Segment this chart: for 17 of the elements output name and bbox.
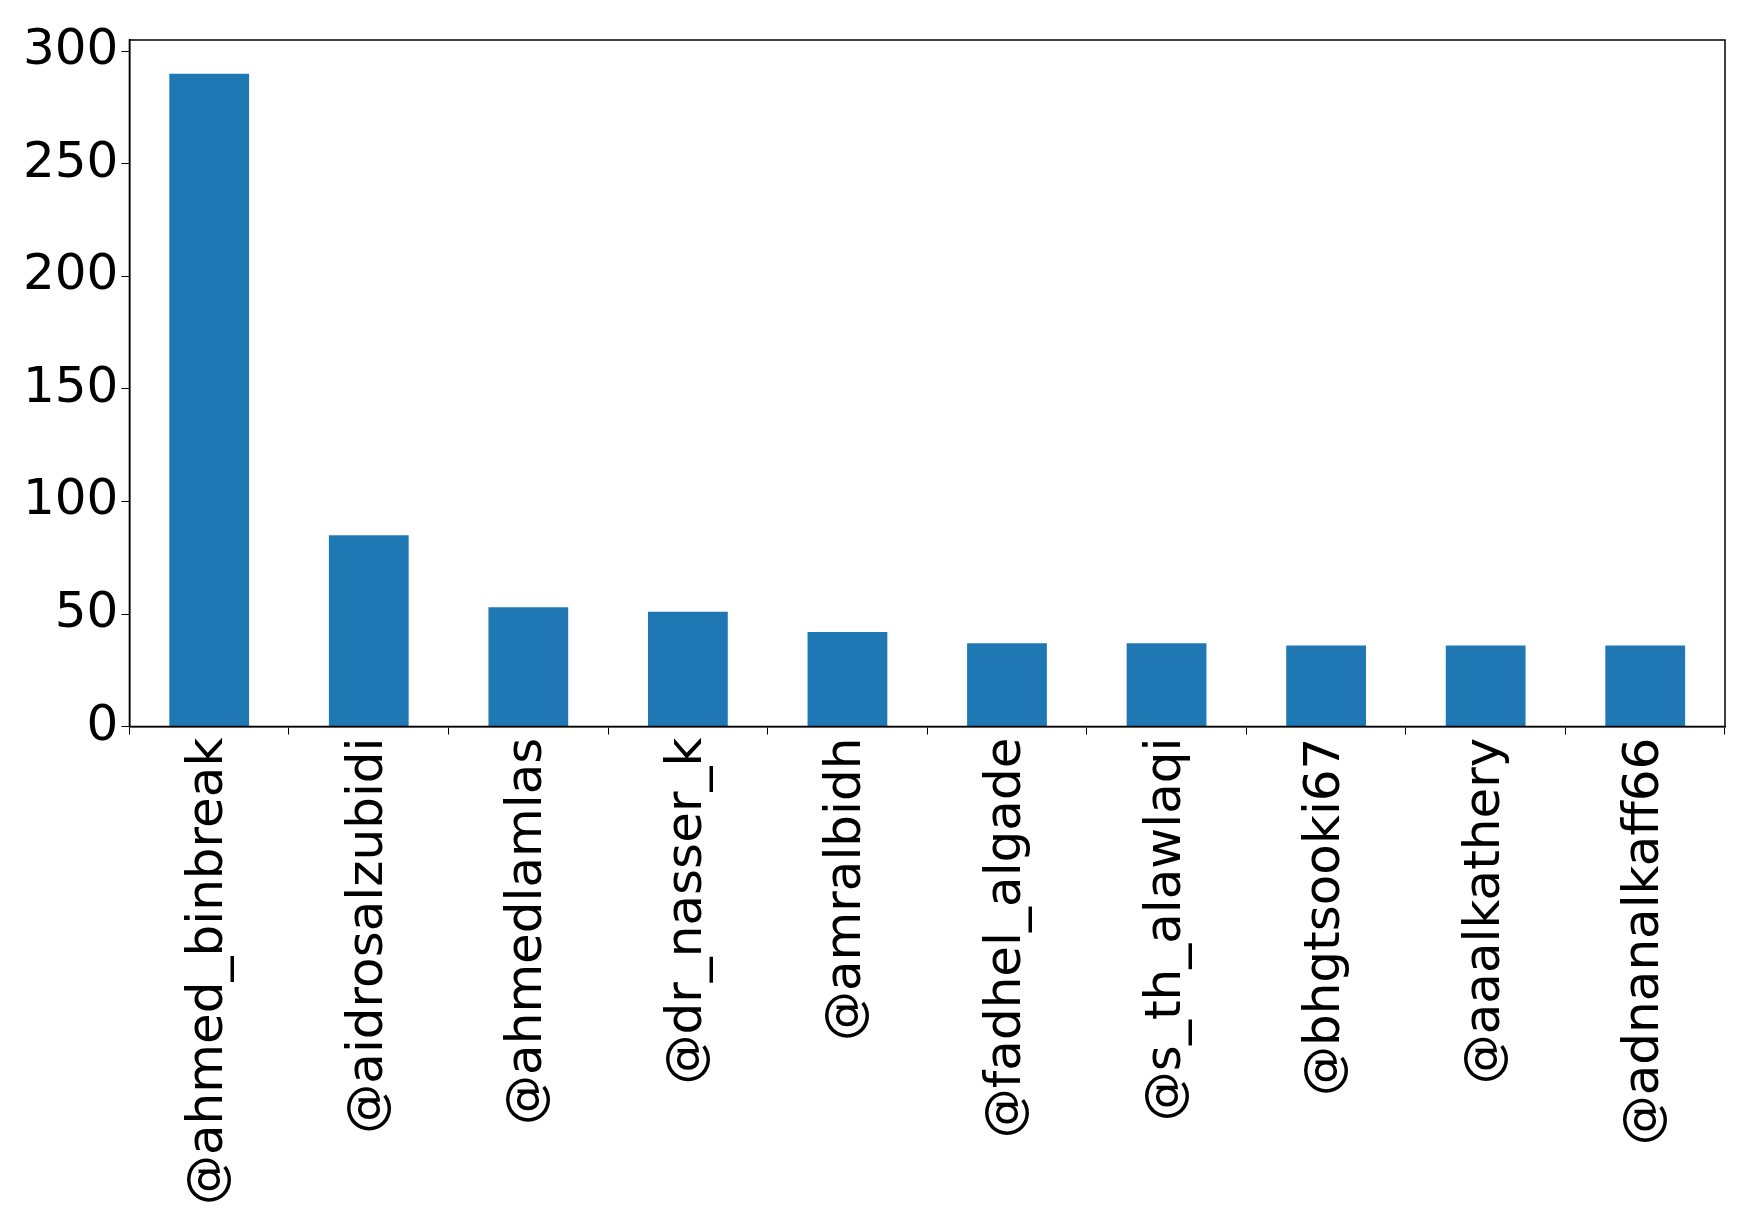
- y-tick-label: 100: [23, 468, 119, 527]
- x-tick-label: @amralbidh: [814, 737, 873, 1042]
- y-tick-label: 150: [23, 355, 119, 414]
- x-tick-label: @bhgtsooki67: [1293, 737, 1352, 1097]
- x-tick-label: @ahmed_binbreak: [176, 737, 235, 1206]
- y-tick-label: 50: [54, 581, 119, 640]
- x-tick-label: @ahmedlamlas: [495, 737, 554, 1125]
- y-tick-label: 300: [23, 18, 119, 77]
- x-tick-label: @fadhel_algade: [973, 737, 1032, 1139]
- y-tick-label: 200: [23, 243, 119, 302]
- y-tick-label: 250: [23, 130, 119, 189]
- x-tick-label: @aaalkathery: [1452, 737, 1511, 1085]
- x-tick-label: @s_th_alawlaqi: [1133, 737, 1192, 1122]
- y-tick-label: 0: [86, 693, 119, 752]
- x-tick-label: @aidrosalzubidi: [335, 737, 394, 1134]
- x-tick-label: @adnanalkaff66: [1612, 737, 1671, 1146]
- x-tick-label: @dr_nasser_k: [654, 737, 713, 1085]
